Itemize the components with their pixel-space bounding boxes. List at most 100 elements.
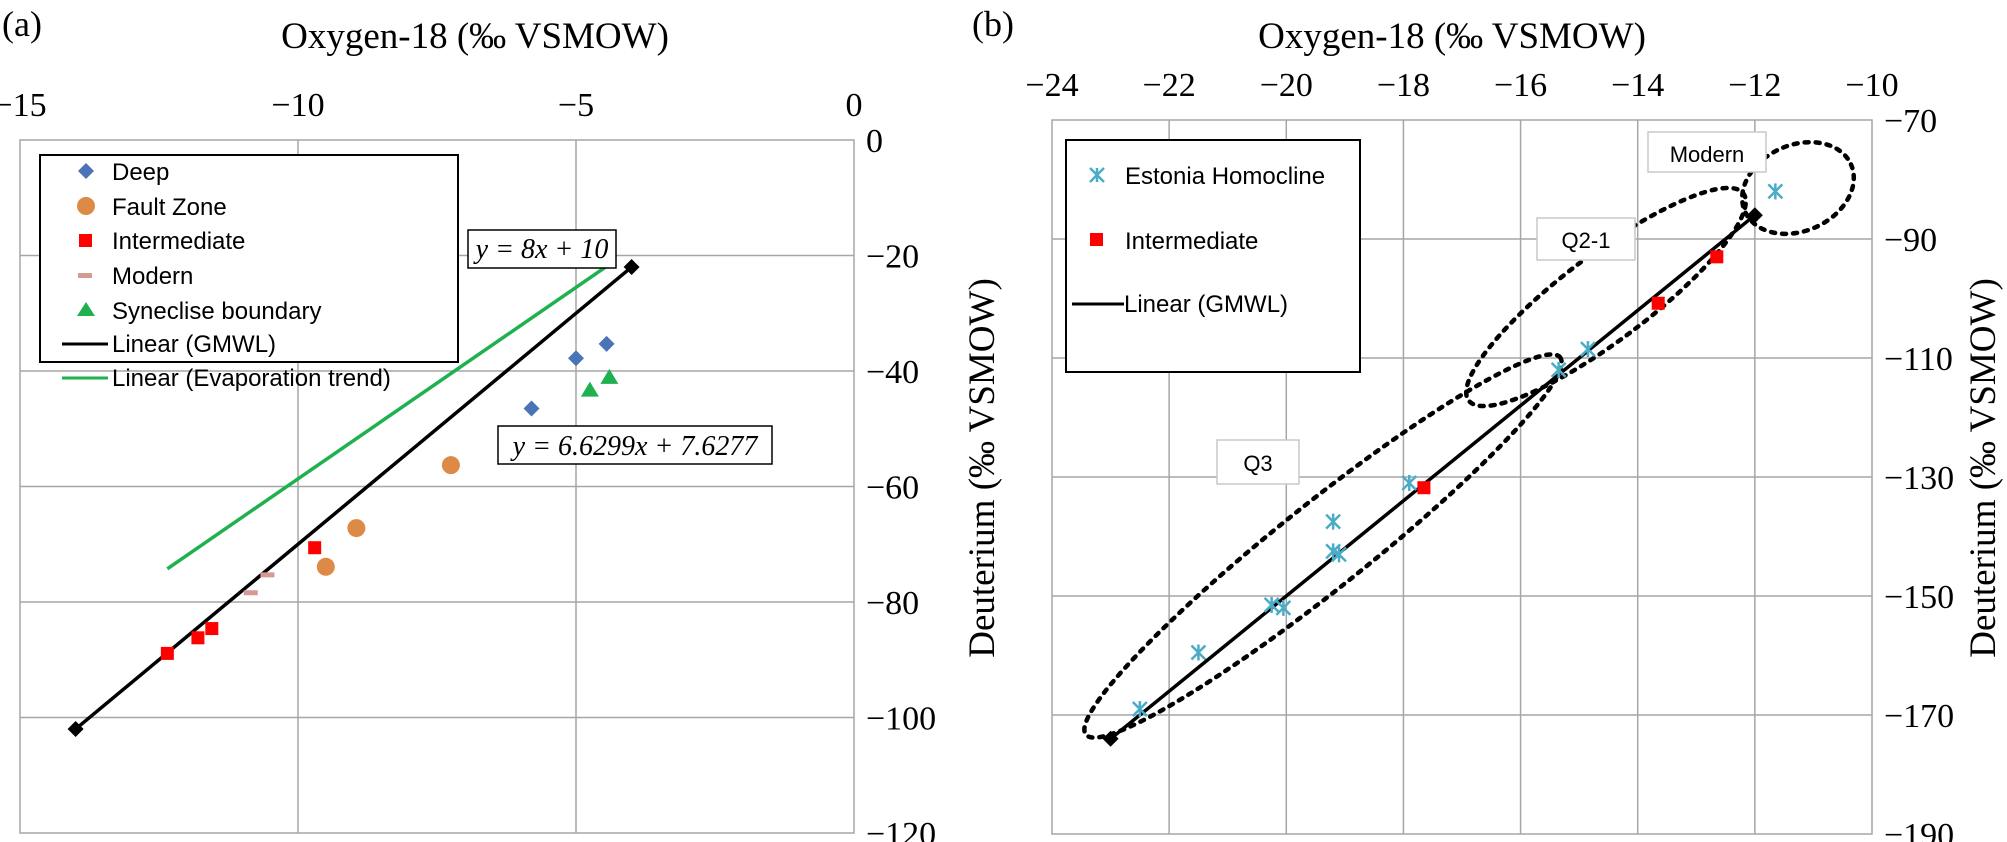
panel-b-y-axis-title: Deuterium (‰ VSMOW) (1963, 278, 2004, 658)
panel-a-y-tick-label: −100 (866, 701, 936, 738)
panel-b-estonia-homocline-point (1275, 599, 1292, 616)
panel-b-x-tick-label: −22 (1143, 67, 1196, 104)
panel-a-legend: Deep Fault Zone Intermediate Modern Syne… (39, 154, 459, 380)
panel-b-q3-callout-box (1216, 439, 1300, 485)
panel-b-estonia-homocline-point (1190, 644, 1207, 661)
panel-a-x-tick-label: −5 (558, 87, 594, 124)
panel-b-legend: Estonia Homocline Intermediate Linear (G… (1065, 139, 1361, 373)
panel-a-linear-gmwl-endpoint (67, 721, 84, 738)
panel-a-y-axis-title: Deuterium (‰ VSMOW) (962, 278, 1003, 658)
panel-b-x-tick-label: −10 (1845, 67, 1898, 104)
panel-b-estonia-homocline-point (1263, 596, 1280, 613)
panel-a-series (67, 259, 640, 738)
legend-modern-label: Modern (112, 263, 193, 290)
panel-b-q2-1-callout-box (1536, 217, 1636, 261)
panel-a-y-tick-label: −60 (866, 470, 919, 507)
panel-b-series (1102, 183, 1784, 747)
panel-a-tick-labels: −15 −10 −5 00 −20 −40 −60 −80 −100 −120 (0, 87, 936, 842)
legend-syneclise-boundary-label: Syneclise boundary (112, 298, 321, 325)
panel-a-syneclise-boundary-point (580, 381, 599, 397)
panel-b-q3-callout: Q3 (1216, 439, 1300, 485)
panel-b-modern-callout-text: Modern (1670, 142, 1745, 167)
panel-b-intermediate-point (1417, 481, 1431, 495)
legend-gmwl-label: Linear (GMWL) (112, 331, 276, 358)
panel-b-modern-callout-box (1647, 131, 1767, 173)
panel-a-gmwl-equation-box (467, 229, 617, 269)
legend-syneclise-boundary-marker-icon (77, 302, 95, 316)
panel-b-y-tick-label: −90 (1884, 222, 1937, 259)
legend-b-intermediate-label: Intermediate (1125, 228, 1258, 255)
panel-a-y-tick-label: −40 (866, 354, 919, 391)
panel-a-linear-gmwl-endpoint (623, 259, 640, 276)
panel-b-estonia-homocline-point (1580, 341, 1596, 358)
panel-b-y-tick-label: −110 (1884, 341, 1953, 378)
legend-estonia-homocline-label: Estonia Homocline (1125, 163, 1325, 190)
panel-a-intermediate-point (308, 541, 322, 555)
legend-b-gmwl-label: Linear (GMWL) (1124, 291, 1288, 318)
panel-a-y-tick-label: −80 (866, 585, 919, 622)
panel-a-syneclise-boundary-point (600, 368, 619, 384)
panel-b-tick-labels: −24 −22 −20 −18 −16 −14 −12 −10−70 −90 −110 −130 −1… (1025, 67, 1954, 842)
panel-a-x-tick-label: −10 (271, 87, 324, 124)
panel-a-legend-box (39, 154, 459, 363)
legend-intermediate-label: Intermediate (112, 228, 245, 255)
panel-a-modern-point (243, 590, 258, 596)
panel-b-estonia-homocline-point (1767, 183, 1784, 200)
panel-a-fault-zone-point (347, 519, 366, 538)
legend-estonia-homocline-marker-icon (1089, 167, 1105, 183)
panel-b-y-tick-label: −70 (1884, 103, 1937, 140)
panel-b-q2-1-ellipse (1463, 185, 1749, 409)
panel-a-gmwl-equation-text: y = 8x + 10 (473, 234, 609, 265)
panel-b-y-tick-label: −150 (1884, 579, 1954, 616)
panel-b-linear-gmwl-endpoint (1746, 207, 1763, 224)
panel-b-intermediate-point (1710, 250, 1724, 264)
panel-b-linear-gmwl-endpoint (1102, 730, 1119, 747)
panel-b-modern-ellipse (1739, 139, 1857, 237)
panel-a-evaporation-equation-text: y = 6.6299x + 7.6277 (510, 431, 759, 462)
panel-a-fault-zone-point (316, 557, 335, 576)
panel-b-intermediate-point (1651, 296, 1665, 310)
panel-b-x-tick-label: −14 (1611, 67, 1664, 104)
panel-b-x-tick-label: −18 (1377, 67, 1430, 104)
legend-modern-marker-icon (78, 273, 92, 278)
panel-a-y-tick-label: −120 (866, 816, 936, 842)
panel-b-q2-1-callout: Q2-1 (1536, 217, 1636, 261)
panel-b-x-tick-label: −16 (1494, 67, 1547, 104)
panel-a-intermediate-point (191, 631, 205, 645)
panel-b-estonia-homocline-point (1331, 546, 1347, 563)
panel-a-y-tick-label: 0 (866, 123, 883, 160)
panel-a-intermediate-point (160, 646, 174, 660)
panel-b-x-tick-label: −12 (1728, 67, 1781, 104)
legend-deep-label: Deep (112, 159, 169, 186)
panel-a-intermediate-point (205, 622, 219, 636)
panel-b-estonia-homocline-point (1325, 513, 1342, 530)
legend-fault-zone-marker-icon (77, 197, 95, 215)
panel-b-estonia-homocline-point (1131, 701, 1148, 718)
panel-b-q3-ellipse (1082, 352, 1564, 740)
legend-deep-marker-icon (78, 163, 94, 179)
panel-a-x-tick-label: −15 (0, 87, 47, 124)
panel-b-estonia-homocline-point (1550, 361, 1567, 378)
panel-b-legend-box (1065, 139, 1361, 373)
panel-a-x-axis-title: Oxygen-18 (‰ VSMOW) (281, 16, 669, 57)
panel-b-linear-gmwl-line (1109, 213, 1756, 741)
panel-a-y-tick-label: −20 (866, 239, 919, 276)
panel-a-fault-zone-point (441, 456, 460, 475)
panel-b-y-tick-label: −190 (1884, 817, 1954, 842)
panel-a-evaporation-equation-box (497, 425, 773, 465)
panel-a-x-tick-label: 0 (846, 87, 863, 124)
legend-fault-zone-label: Fault Zone (112, 194, 227, 221)
panel-b-label: (b) (972, 4, 1014, 44)
panel-a-deep-point (598, 335, 615, 352)
legend-intermediate-marker-icon (79, 234, 92, 247)
panel-a-gmwl-equation: y = 8x + 10 (467, 229, 617, 269)
panel-a-deep-point (523, 400, 540, 417)
panel-b-y-tick-label: −130 (1884, 460, 1954, 497)
panel-b-x-axis-title: Oxygen-18 (‰ VSMOW) (1258, 16, 1646, 57)
panel-b-y-tick-label: −170 (1884, 698, 1954, 735)
panel-a-linear-evaporation-trend-line (166, 262, 611, 571)
panel-b-modern-callout: Modern (1647, 131, 1767, 173)
panel-b-x-tick-label: −24 (1025, 67, 1078, 104)
panel-a-modern-point (260, 572, 275, 578)
